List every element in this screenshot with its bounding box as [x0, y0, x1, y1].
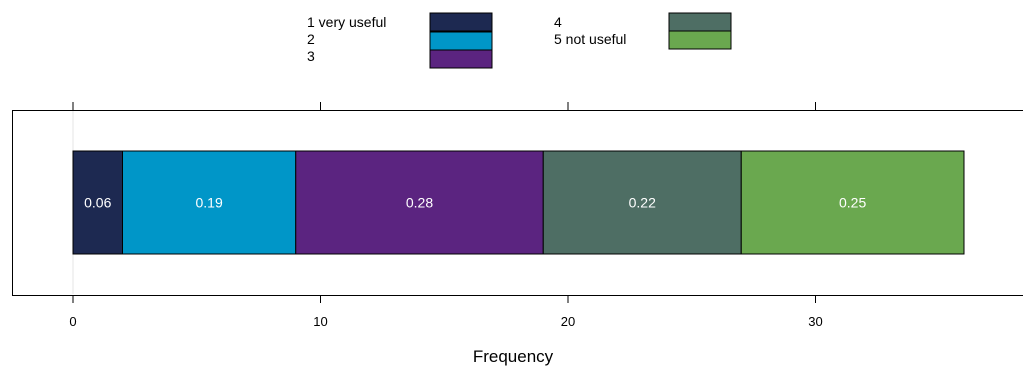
x-tick-label: 30 [808, 314, 822, 329]
legend-label: 2 [307, 31, 315, 47]
legend-swatch [668, 12, 732, 32]
x-tick-label: 20 [561, 314, 575, 329]
legend-label: 1 very useful [307, 14, 386, 30]
bar-segment-1 [72, 150, 123, 255]
bar-data-label: 0.25 [839, 195, 866, 211]
legend-swatch [668, 30, 732, 50]
legend-label: 5 not useful [554, 31, 626, 47]
bar-segment-5 [740, 150, 965, 255]
legend-swatch [429, 12, 493, 32]
x-tick-label: 0 [69, 314, 76, 329]
bar-data-label: 0.28 [406, 195, 433, 211]
bar-segment-3 [295, 150, 544, 255]
legend-label: 3 [307, 48, 315, 64]
bar-segment-2 [122, 150, 297, 255]
legend-swatch [429, 49, 493, 69]
legend-swatch [429, 31, 493, 51]
bar-segment-4 [542, 150, 742, 255]
bar-data-label: 0.06 [84, 195, 111, 211]
x-axis-label: Frequency [473, 347, 554, 366]
bar-data-label: 0.19 [196, 195, 223, 211]
legend-label: 4 [554, 14, 562, 30]
x-tick-label: 10 [313, 314, 327, 329]
bar-data-label: 0.22 [629, 195, 656, 211]
